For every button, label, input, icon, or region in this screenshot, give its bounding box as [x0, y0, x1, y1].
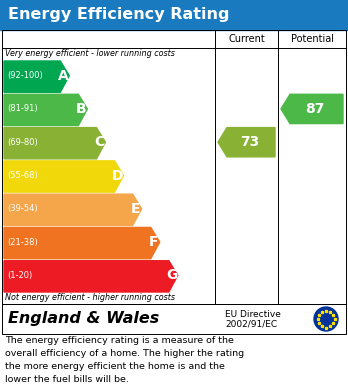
Text: The energy efficiency rating is a measure of the
overall efficiency of a home. T: The energy efficiency rating is a measur…: [5, 336, 244, 384]
Text: (55-68): (55-68): [7, 171, 38, 180]
Text: (69-80): (69-80): [7, 138, 38, 147]
Circle shape: [314, 307, 338, 331]
Text: A: A: [58, 69, 69, 83]
Polygon shape: [4, 94, 87, 126]
Text: D: D: [112, 169, 124, 183]
Polygon shape: [4, 61, 69, 92]
Text: 2002/91/EC: 2002/91/EC: [225, 320, 277, 329]
Text: Potential: Potential: [291, 34, 333, 44]
Text: B: B: [76, 102, 87, 116]
Text: 73: 73: [240, 135, 259, 149]
Text: England & Wales: England & Wales: [8, 312, 159, 326]
Polygon shape: [4, 161, 124, 192]
Text: EU Directive: EU Directive: [225, 310, 281, 319]
Polygon shape: [4, 194, 142, 226]
Text: (81-91): (81-91): [7, 104, 38, 113]
Text: E: E: [131, 202, 141, 216]
Polygon shape: [4, 261, 178, 292]
Text: Very energy efficient - lower running costs: Very energy efficient - lower running co…: [5, 50, 175, 59]
Polygon shape: [281, 94, 343, 124]
Text: 87: 87: [305, 102, 325, 116]
Bar: [0, 0, 348, 30]
Polygon shape: [218, 127, 275, 157]
Text: (21-38): (21-38): [7, 238, 38, 247]
Bar: [2, 30, 346, 304]
Text: G: G: [166, 268, 178, 282]
Bar: [2, 304, 346, 334]
Polygon shape: [4, 228, 160, 259]
Text: C: C: [95, 135, 105, 149]
Text: (39-54): (39-54): [7, 204, 38, 213]
Polygon shape: [4, 127, 105, 159]
Text: (92-100): (92-100): [7, 71, 43, 80]
Text: Not energy efficient - higher running costs: Not energy efficient - higher running co…: [5, 292, 175, 301]
Text: F: F: [149, 235, 159, 249]
Text: Energy Efficiency Rating: Energy Efficiency Rating: [8, 7, 229, 23]
Text: Current: Current: [228, 34, 265, 44]
Text: (1-20): (1-20): [7, 271, 32, 280]
